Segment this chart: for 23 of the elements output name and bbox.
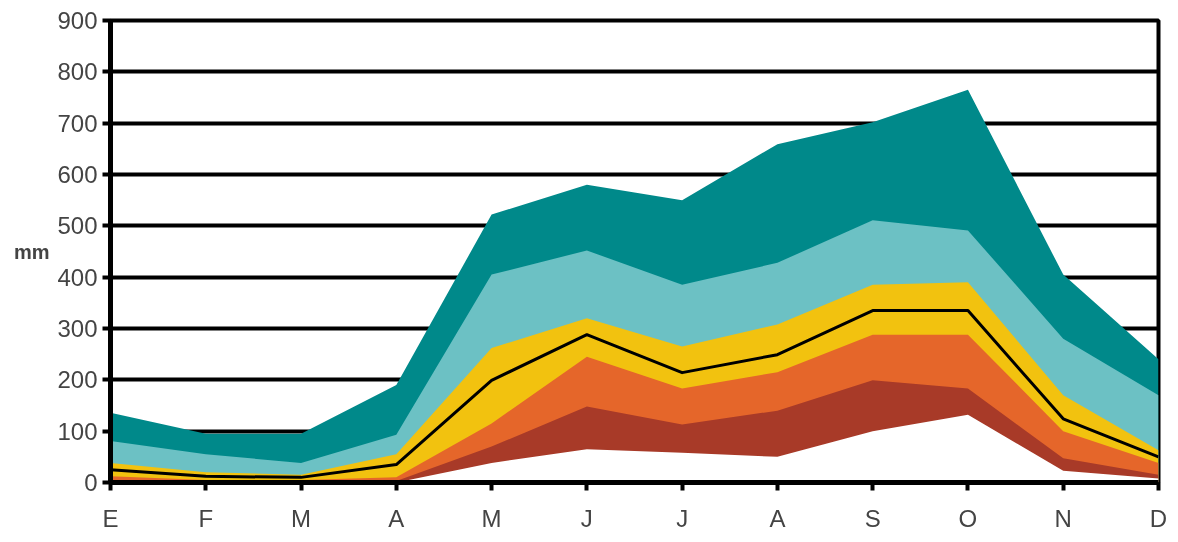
y-axis-title: mm	[13, 240, 50, 263]
y-tick-label: 100	[57, 417, 98, 445]
x-tick-label: J	[580, 504, 593, 532]
x-tick-label: A	[388, 504, 405, 532]
x-tick-label: E	[102, 504, 119, 532]
x-tick-label: F	[198, 504, 214, 532]
y-tick-label: 600	[57, 161, 98, 188]
y-tick-label: 900	[57, 7, 98, 34]
x-tick-label: M	[291, 504, 312, 532]
x-tick-label: J	[676, 504, 689, 532]
y-tick-label: 300	[57, 315, 98, 342]
x-tick-label: D	[1149, 504, 1168, 532]
x-tick-label: O	[958, 504, 978, 532]
x-tick-label: N	[1054, 504, 1072, 532]
y-tick-label: 400	[57, 263, 98, 291]
x-tick-label: M	[481, 504, 502, 532]
x-tick-label: A	[769, 504, 786, 532]
y-tick-label: 800	[57, 58, 98, 86]
y-tick-label: 500	[57, 212, 98, 240]
y-tick-label: 200	[57, 366, 98, 394]
y-tick-label: 0	[84, 469, 98, 496]
x-tick-label: S	[864, 504, 881, 532]
y-tick-label: 700	[57, 109, 98, 137]
